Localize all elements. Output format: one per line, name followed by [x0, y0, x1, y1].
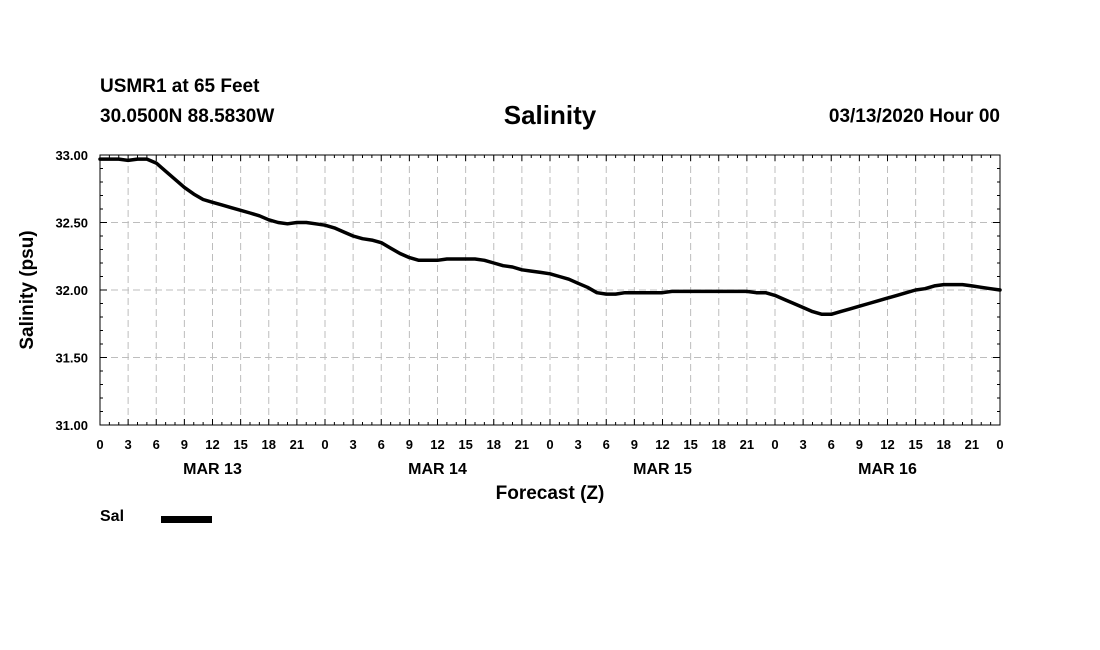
legend-label: Sal	[100, 508, 125, 525]
x-tick-label: 18	[487, 437, 501, 452]
x-tick-label: 15	[683, 437, 697, 452]
x-tick-label: 6	[603, 437, 610, 452]
x-tick-label: 9	[856, 437, 863, 452]
x-tick-label: 21	[740, 437, 754, 452]
x-tick-label: 15	[458, 437, 472, 452]
day-label: MAR 15	[633, 461, 692, 478]
x-tick-label: 21	[515, 437, 529, 452]
y-tick-label: 32.50	[55, 216, 88, 231]
x-tick-label: 0	[771, 437, 778, 452]
x-tick-label: 15	[233, 437, 247, 452]
x-tick-label: 12	[880, 437, 894, 452]
x-tick-label: 18	[262, 437, 276, 452]
x-tick-label: 9	[181, 437, 188, 452]
x-tick-label: 21	[290, 437, 304, 452]
station-label: USMR1 at 65 Feet	[100, 76, 260, 97]
x-tick-label: 9	[631, 437, 638, 452]
tick-labels: 0 3 6 9 12 15 18 21 0 3 6 9 12 15 18 21 0 3 6 9 12 15 18 21 0 3 6 9…	[55, 148, 1003, 478]
x-tick-label: 6	[378, 437, 385, 452]
x-tick-label: 6	[153, 437, 160, 452]
coordinates-label: 30.0500N 88.5830W	[100, 106, 275, 127]
x-tick-label: 21	[965, 437, 979, 452]
x-tick-label: 3	[350, 437, 357, 452]
x-tick-label: 9	[406, 437, 413, 452]
series-line-sal	[98, 157, 1002, 317]
y-tick-label: 32.00	[55, 283, 88, 298]
day-label: MAR 14	[408, 461, 467, 478]
y-tick-label: 31.50	[55, 351, 88, 366]
x-tick-label: 6	[828, 437, 835, 452]
x-tick-label: 12	[205, 437, 219, 452]
x-tick-label: 12	[430, 437, 444, 452]
x-axis-label: Forecast (Z)	[495, 483, 605, 504]
x-tick-label: 18	[712, 437, 726, 452]
x-tick-label: 3	[800, 437, 807, 452]
y-tick-label: 33.00	[55, 148, 88, 163]
x-tick-label: 3	[125, 437, 132, 452]
day-label: MAR 16	[858, 461, 917, 478]
grid	[100, 155, 1000, 425]
chart-title: Salinity	[503, 100, 597, 130]
x-tick-label: 15	[908, 437, 922, 452]
x-tick-label: 3	[575, 437, 582, 452]
x-tick-label: 12	[655, 437, 669, 452]
series-group	[98, 157, 1002, 317]
x-tick-label: 0	[96, 437, 103, 452]
legend-swatch	[161, 516, 212, 523]
x-tick-label: 18	[937, 437, 951, 452]
x-tick-label: 0	[996, 437, 1003, 452]
day-label: MAR 13	[183, 461, 242, 478]
x-tick-label: 0	[321, 437, 328, 452]
forecast-datetime: 03/13/2020 Hour 00	[828, 106, 1000, 127]
x-tick-label: 0	[546, 437, 553, 452]
y-tick-label: 31.00	[55, 418, 88, 433]
plot-frame	[99, 154, 1001, 426]
